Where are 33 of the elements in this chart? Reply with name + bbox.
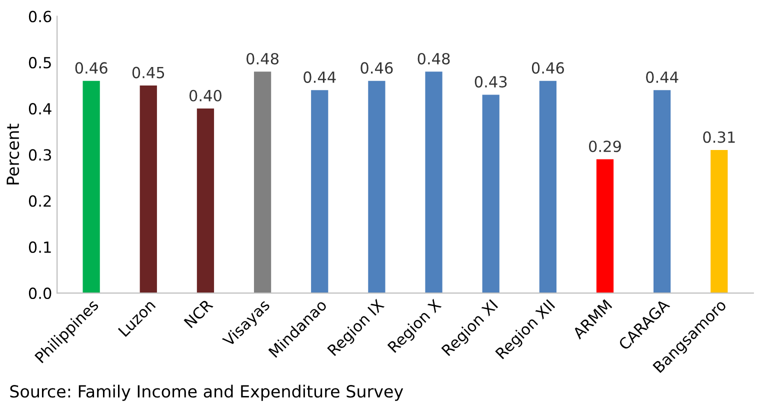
data-label: 0.31 [703, 131, 735, 143]
bar [710, 150, 728, 294]
data-label: 0.48 [246, 52, 279, 65]
bar [196, 108, 214, 294]
y-tick-label: 0.0 [28, 288, 52, 300]
data-label: 0.44 [304, 71, 336, 83]
data-label: 0.48 [418, 52, 450, 65]
y-axis-title: Percent [6, 124, 20, 184]
data-label: 0.43 [474, 76, 507, 88]
data-label: 0.44 [646, 71, 678, 83]
bar [82, 80, 100, 294]
y-tick-label: 0.1 [28, 241, 51, 253]
bar [140, 85, 157, 294]
bar [539, 80, 556, 294]
bar [596, 159, 614, 294]
y-tick-label: 0.5 [28, 56, 51, 68]
data-label: 0.46 [532, 62, 564, 74]
bar [654, 90, 671, 294]
bar [482, 94, 500, 294]
data-label: 0.46 [360, 62, 393, 74]
bar [368, 80, 386, 294]
data-label: 0.46 [75, 62, 108, 74]
bar [311, 90, 328, 294]
data-label: 0.40 [189, 90, 222, 102]
bar [425, 72, 442, 294]
y-tick-label: 0.2 [28, 195, 51, 207]
y-tick-label: 0.4 [28, 103, 52, 115]
data-label: 0.29 [588, 140, 621, 152]
source-note: Source: Family Income and Expenditure Survey [10, 384, 404, 401]
y-tick-label: 0.3 [28, 149, 51, 161]
data-label: 0.45 [132, 66, 164, 78]
y-tick-label: 0.6 [28, 10, 52, 22]
bar [254, 72, 272, 294]
